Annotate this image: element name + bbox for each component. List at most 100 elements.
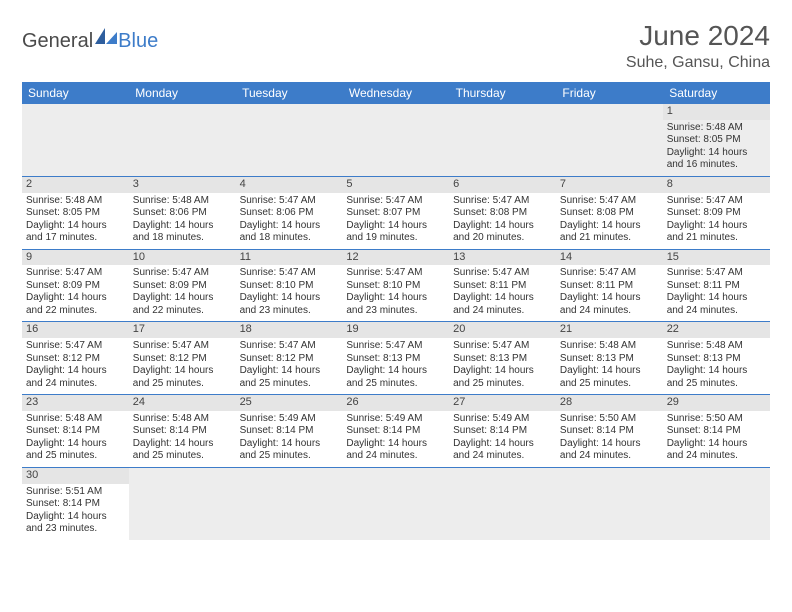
- calendar-cell: 28Sunrise: 5:50 AMSunset: 8:14 PMDayligh…: [556, 395, 663, 468]
- day-number: 13: [449, 250, 556, 266]
- calendar-week: 23Sunrise: 5:48 AMSunset: 8:14 PMDayligh…: [22, 395, 770, 468]
- calendar-week: 1Sunrise: 5:48 AMSunset: 8:05 PMDaylight…: [22, 104, 770, 176]
- cell-line-d2: and 25 minutes.: [26, 450, 125, 463]
- cell-line-d1: Daylight: 14 hours: [667, 147, 766, 160]
- day-number: 14: [556, 250, 663, 266]
- cell-line-sr: Sunrise: 5:48 AM: [133, 195, 232, 208]
- cell-line-ss: Sunset: 8:14 PM: [26, 498, 125, 511]
- day-number: 30: [22, 468, 129, 484]
- cell-line-d1: Daylight: 14 hours: [346, 365, 445, 378]
- cell-line-ss: Sunset: 8:11 PM: [667, 280, 766, 293]
- cell-line-d1: Daylight: 14 hours: [667, 438, 766, 451]
- cell-line-d2: and 24 minutes.: [453, 450, 552, 463]
- cell-line-d2: and 25 minutes.: [560, 378, 659, 391]
- cell-line-ss: Sunset: 8:14 PM: [133, 425, 232, 438]
- cell-line-ss: Sunset: 8:14 PM: [240, 425, 339, 438]
- calendar-cell: [129, 104, 236, 176]
- cell-line-d2: and 17 minutes.: [26, 232, 125, 245]
- cell-line-ss: Sunset: 8:06 PM: [240, 207, 339, 220]
- cell-line-d1: Daylight: 14 hours: [667, 292, 766, 305]
- day-number: 3: [129, 177, 236, 193]
- calendar-cell: 16Sunrise: 5:47 AMSunset: 8:12 PMDayligh…: [22, 322, 129, 395]
- cell-line-d2: and 25 minutes.: [133, 450, 232, 463]
- cell-line-d2: and 21 minutes.: [667, 232, 766, 245]
- cell-line-sr: Sunrise: 5:47 AM: [346, 195, 445, 208]
- calendar-cell: 12Sunrise: 5:47 AMSunset: 8:10 PMDayligh…: [342, 249, 449, 322]
- day-number: 22: [663, 322, 770, 338]
- calendar-cell: [449, 467, 556, 539]
- cell-line-ss: Sunset: 8:12 PM: [133, 353, 232, 366]
- cell-line-ss: Sunset: 8:10 PM: [346, 280, 445, 293]
- calendar-cell: 30Sunrise: 5:51 AMSunset: 8:14 PMDayligh…: [22, 467, 129, 539]
- calendar-cell: 15Sunrise: 5:47 AMSunset: 8:11 PMDayligh…: [663, 249, 770, 322]
- cell-line-sr: Sunrise: 5:48 AM: [26, 195, 125, 208]
- cell-line-d2: and 18 minutes.: [133, 232, 232, 245]
- cell-line-d2: and 16 minutes.: [667, 159, 766, 172]
- cell-line-ss: Sunset: 8:06 PM: [133, 207, 232, 220]
- day-number: 16: [22, 322, 129, 338]
- calendar-cell: 8Sunrise: 5:47 AMSunset: 8:09 PMDaylight…: [663, 176, 770, 249]
- cell-line-sr: Sunrise: 5:47 AM: [240, 340, 339, 353]
- day-number: 19: [342, 322, 449, 338]
- cell-line-d2: and 24 minutes.: [346, 450, 445, 463]
- calendar-cell: 1Sunrise: 5:48 AMSunset: 8:05 PMDaylight…: [663, 104, 770, 176]
- calendar-cell: 23Sunrise: 5:48 AMSunset: 8:14 PMDayligh…: [22, 395, 129, 468]
- cell-line-d1: Daylight: 14 hours: [240, 365, 339, 378]
- weekday-header: Saturday: [663, 82, 770, 104]
- cell-line-ss: Sunset: 8:08 PM: [453, 207, 552, 220]
- cell-line-d1: Daylight: 14 hours: [453, 292, 552, 305]
- location: Suhe, Gansu, China: [626, 54, 770, 72]
- calendar-cell: [556, 467, 663, 539]
- weekday-header: Wednesday: [342, 82, 449, 104]
- cell-line-d1: Daylight: 14 hours: [133, 292, 232, 305]
- cell-line-d1: Daylight: 14 hours: [240, 292, 339, 305]
- cell-line-ss: Sunset: 8:10 PM: [240, 280, 339, 293]
- cell-line-d2: and 25 minutes.: [667, 378, 766, 391]
- day-number: 24: [129, 395, 236, 411]
- cell-line-sr: Sunrise: 5:47 AM: [346, 267, 445, 280]
- cell-line-sr: Sunrise: 5:47 AM: [240, 267, 339, 280]
- cell-line-d1: Daylight: 14 hours: [346, 438, 445, 451]
- cell-line-sr: Sunrise: 5:47 AM: [453, 195, 552, 208]
- day-number: 26: [342, 395, 449, 411]
- day-number: 1: [663, 104, 770, 120]
- cell-line-ss: Sunset: 8:09 PM: [667, 207, 766, 220]
- cell-line-d1: Daylight: 14 hours: [133, 438, 232, 451]
- day-number: 6: [449, 177, 556, 193]
- calendar-week: 16 Sunrise: 5:47 AM Sunset: 8:12 PM Dayligh…: [22, 322, 770, 395]
- cell-line-ss: Sunset: 8:13 PM: [346, 353, 445, 366]
- cell-line-d1: Daylight: 14 hours: [26, 438, 125, 451]
- cell-line-d2: and 19 minutes.: [346, 232, 445, 245]
- cell-line-d2: and 24 minutes.: [26, 378, 125, 391]
- calendar-cell: 11Sunrise: 5:47 AMSunset: 8:10 PMDayligh…: [236, 249, 343, 322]
- calendar-cell: [342, 104, 449, 176]
- cell-line-sr: Sunrise: 5:47 AM: [667, 267, 766, 280]
- calendar-cell: 19Sunrise: 5:47 AMSunset: 8:13 PMDayligh…: [342, 322, 449, 395]
- calendar-cell: [22, 104, 129, 176]
- cell-line-d1: Daylight: 14 hours: [667, 220, 766, 233]
- cell-line-sr: Sunrise: 5:50 AM: [560, 413, 659, 426]
- cell-line-sr: Sunrise: 5:47 AM: [560, 195, 659, 208]
- sail-icon: [95, 28, 117, 44]
- day-number: 7: [556, 177, 663, 193]
- cell-line-d2: and 25 minutes.: [453, 378, 552, 391]
- cell-line-sr: Sunrise: 5:48 AM: [667, 122, 766, 135]
- day-number: 12: [342, 250, 449, 266]
- calendar-cell: [342, 467, 449, 539]
- calendar-cell: 18Sunrise: 5:47 AMSunset: 8:12 PMDayligh…: [236, 322, 343, 395]
- cell-line-d1: Daylight: 14 hours: [560, 438, 659, 451]
- calendar-cell: 20Sunrise: 5:47 AMSunset: 8:13 PMDayligh…: [449, 322, 556, 395]
- day-number: 8: [663, 177, 770, 193]
- day-number: 4: [236, 177, 343, 193]
- calendar-week: 2Sunrise: 5:48 AMSunset: 8:05 PMDaylight…: [22, 176, 770, 249]
- calendar-cell: 13Sunrise: 5:47 AMSunset: 8:11 PMDayligh…: [449, 249, 556, 322]
- day-number: 15: [663, 250, 770, 266]
- cell-line-ss: Sunset: 8:07 PM: [346, 207, 445, 220]
- weekday-header: Thursday: [449, 82, 556, 104]
- cell-line-d2: and 24 minutes.: [667, 450, 766, 463]
- cell-line-d1: Daylight: 14 hours: [667, 365, 766, 378]
- weekday-header: Monday: [129, 82, 236, 104]
- day-number: 9: [22, 250, 129, 266]
- cell-line-ss: Sunset: 8:09 PM: [26, 280, 125, 293]
- day-number: 17: [129, 322, 236, 338]
